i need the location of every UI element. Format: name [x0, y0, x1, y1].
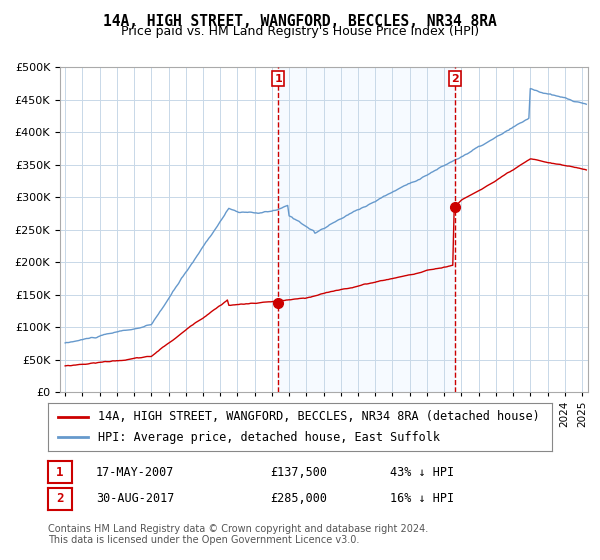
- Text: 43% ↓ HPI: 43% ↓ HPI: [390, 465, 454, 479]
- Text: 1: 1: [274, 74, 282, 83]
- Text: 2: 2: [451, 74, 459, 83]
- Text: 1: 1: [56, 465, 64, 479]
- Text: 2: 2: [56, 492, 64, 506]
- Text: 30-AUG-2017: 30-AUG-2017: [96, 492, 175, 506]
- Text: 14A, HIGH STREET, WANGFORD, BECCLES, NR34 8RA: 14A, HIGH STREET, WANGFORD, BECCLES, NR3…: [103, 14, 497, 29]
- Text: 14A, HIGH STREET, WANGFORD, BECCLES, NR34 8RA (detached house): 14A, HIGH STREET, WANGFORD, BECCLES, NR3…: [98, 410, 540, 423]
- Text: Contains HM Land Registry data © Crown copyright and database right 2024.
This d: Contains HM Land Registry data © Crown c…: [48, 524, 428, 545]
- Text: £137,500: £137,500: [270, 465, 327, 479]
- Text: Price paid vs. HM Land Registry's House Price Index (HPI): Price paid vs. HM Land Registry's House …: [121, 25, 479, 38]
- Text: £285,000: £285,000: [270, 492, 327, 506]
- Text: 16% ↓ HPI: 16% ↓ HPI: [390, 492, 454, 506]
- Text: 17-MAY-2007: 17-MAY-2007: [96, 465, 175, 479]
- Bar: [278, 67, 455, 392]
- Text: HPI: Average price, detached house, East Suffolk: HPI: Average price, detached house, East…: [98, 431, 440, 444]
